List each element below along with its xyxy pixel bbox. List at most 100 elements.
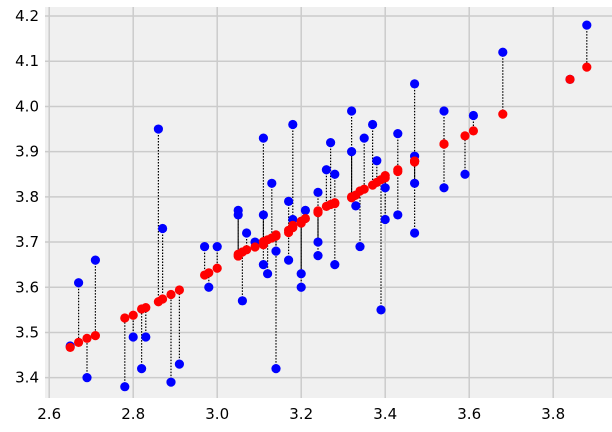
observed-point <box>284 255 294 265</box>
observed-point <box>330 169 340 179</box>
observed-point <box>141 332 151 342</box>
observed-point <box>258 260 268 270</box>
fitted-point <box>313 206 323 216</box>
observed-point <box>237 296 247 306</box>
fitted-point <box>120 313 130 323</box>
fitted-point <box>82 333 92 343</box>
observed-point <box>355 241 365 252</box>
observed-point <box>460 169 470 179</box>
observed-point <box>296 269 306 279</box>
observed-point <box>468 110 478 121</box>
observed-point <box>439 106 449 116</box>
observed-point <box>263 269 273 279</box>
grid-lines <box>45 7 612 398</box>
x-tick-label: 3.6 <box>457 405 481 423</box>
fitted-point <box>212 263 222 273</box>
observed-point <box>137 364 147 374</box>
fitted-point <box>204 268 214 278</box>
observed-point <box>410 228 420 238</box>
observed-point <box>300 205 310 216</box>
fitted-point <box>359 184 369 194</box>
observed-point <box>582 20 592 30</box>
fitted-point <box>158 294 168 304</box>
observed-point <box>347 106 357 116</box>
observed-point <box>166 377 176 387</box>
y-tick-label: 4.2 <box>15 7 39 25</box>
y-tick-label: 3.5 <box>15 323 39 341</box>
observed-point <box>200 241 210 252</box>
observed-point <box>410 79 420 89</box>
observed-point <box>242 228 252 238</box>
observed-point <box>82 373 92 383</box>
observed-point <box>368 119 378 130</box>
observed-points <box>65 20 592 392</box>
fitted-point <box>410 156 420 166</box>
fitted-point <box>498 109 508 119</box>
observed-point <box>258 133 268 143</box>
y-axis-tick-labels: 3.4 3.5 3.6 3.7 3.8 3.9 4.0 4.1 4.2 <box>15 7 39 387</box>
observed-point <box>271 364 281 374</box>
observed-point <box>372 156 382 166</box>
fitted-point <box>74 337 84 348</box>
x-tick-label: 3.0 <box>205 405 229 423</box>
fitted-point <box>468 126 478 136</box>
fitted-point <box>330 198 340 208</box>
observed-point <box>288 119 298 130</box>
fitted-point <box>288 220 298 230</box>
observed-point <box>284 196 294 206</box>
observed-point <box>158 223 168 234</box>
x-tick-label: 3.4 <box>373 405 397 423</box>
observed-point <box>153 124 163 134</box>
x-tick-label: 2.6 <box>37 405 61 423</box>
fitted-point <box>439 139 449 149</box>
observed-point <box>296 282 306 292</box>
fitted-point <box>250 242 260 252</box>
observed-point <box>313 187 323 197</box>
y-tick-label: 4.1 <box>15 52 39 70</box>
fitted-point <box>582 62 592 72</box>
fitted-point <box>565 74 575 84</box>
fitted-point <box>271 230 281 240</box>
observed-point <box>393 128 403 139</box>
fitted-point <box>174 285 184 295</box>
fitted-point <box>242 245 252 255</box>
observed-point <box>380 214 390 225</box>
observed-point <box>233 210 243 220</box>
observed-point <box>258 210 268 220</box>
y-tick-label: 4.0 <box>15 97 39 115</box>
observed-point <box>174 359 184 369</box>
observed-point <box>380 183 390 193</box>
fitted-point <box>141 302 151 313</box>
fitted-point <box>128 310 138 320</box>
observed-point <box>267 178 277 188</box>
observed-point <box>351 201 361 211</box>
observed-point <box>321 165 331 175</box>
fitted-point <box>90 331 100 341</box>
x-tick-label: 3.8 <box>541 405 565 423</box>
fitted-point <box>380 171 390 181</box>
observed-point <box>326 138 336 148</box>
observed-point <box>347 147 357 157</box>
fitted-point <box>65 342 75 352</box>
observed-point <box>313 251 323 261</box>
observed-point <box>313 237 323 247</box>
observed-point <box>410 178 420 188</box>
y-tick-label: 3.9 <box>15 143 39 161</box>
y-tick-label: 3.8 <box>15 188 39 206</box>
observed-point <box>393 210 403 220</box>
x-tick-label: 3.2 <box>289 405 313 423</box>
x-axis-tick-labels: 2.6 2.8 3.0 3.2 3.4 3.6 3.8 <box>37 405 565 423</box>
fitted-points <box>65 62 592 352</box>
y-tick-label: 3.6 <box>15 278 39 296</box>
observed-point <box>204 282 214 292</box>
observed-point <box>120 382 130 392</box>
observed-point <box>439 183 449 193</box>
observed-point <box>359 133 369 143</box>
observed-point <box>498 47 508 57</box>
fitted-point <box>166 289 176 300</box>
observed-point <box>128 332 138 342</box>
observed-point <box>74 278 84 288</box>
observed-point <box>330 260 340 270</box>
observed-point <box>376 305 386 315</box>
